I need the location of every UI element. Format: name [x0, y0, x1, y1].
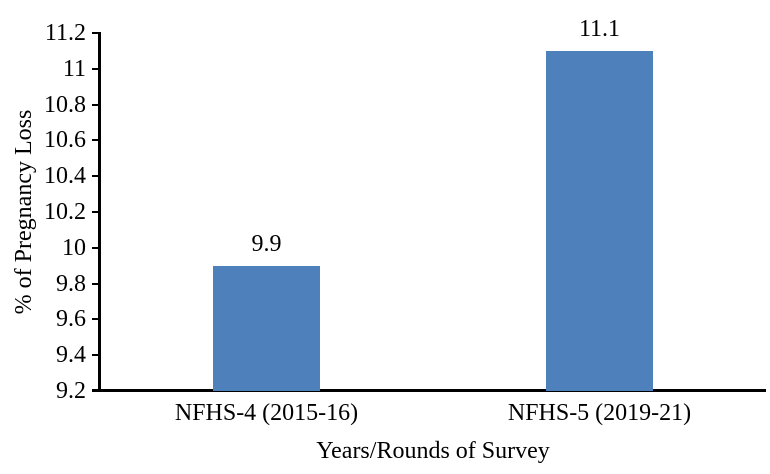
y-tick-label: 9.6	[56, 306, 86, 333]
y-tick-mark	[92, 103, 101, 106]
y-tick-mark	[92, 354, 101, 357]
y-tick-label: 10	[62, 234, 86, 261]
y-tick-label: 10.4	[44, 163, 86, 190]
y-tick-label: 9.2	[56, 378, 86, 404]
y-tick-mark	[92, 246, 101, 249]
y-tick-mark	[92, 390, 101, 392]
bar-value-label: 9.9	[251, 230, 282, 257]
bar	[213, 265, 320, 391]
x-category-label: NFHS-5 (2019-21)	[507, 400, 692, 426]
y-tick-mark	[92, 282, 101, 285]
y-tick-mark	[92, 32, 101, 34]
y-tick-mark	[92, 211, 101, 213]
y-tick-label: 9.8	[56, 270, 86, 297]
y-tick-mark	[92, 67, 101, 70]
bar-value-label: 11.1	[578, 15, 621, 42]
x-category-label: NFHS-4 (2015-16)	[174, 400, 359, 426]
y-tick-mark	[92, 139, 101, 142]
y-tick-label: 10.8	[44, 91, 86, 118]
bar	[546, 50, 653, 391]
y-tick-label: 9.4	[56, 342, 86, 369]
y-tick-label: 11	[62, 55, 86, 82]
y-tick-mark	[92, 318, 101, 321]
y-tick-label: 11.2	[44, 20, 86, 46]
y-tick-label: 10.2	[44, 199, 86, 225]
y-tick-label: 10.6	[44, 127, 86, 154]
x-axis-title: Years/Rounds of Survey	[316, 438, 550, 464]
x-axis-line	[92, 389, 766, 392]
y-tick-mark	[92, 175, 101, 178]
